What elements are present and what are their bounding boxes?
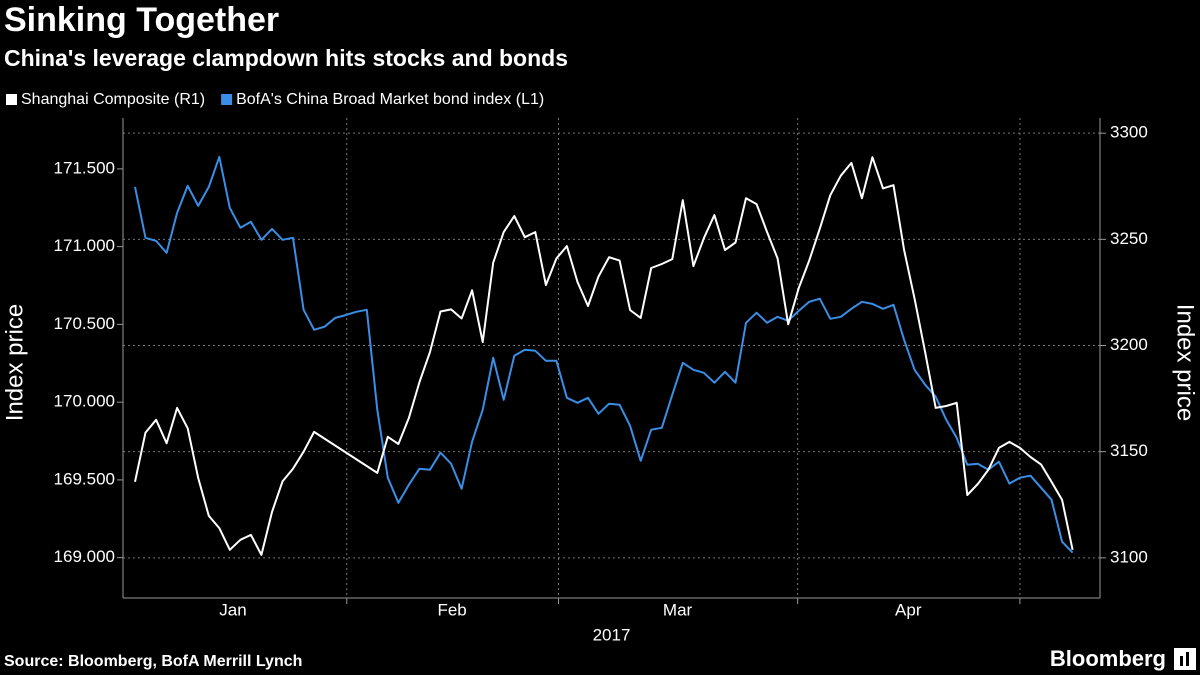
chart-subtitle: China's leverage clampdown hits stocks a… bbox=[4, 45, 568, 71]
y2-tick-label: 3300 bbox=[1110, 123, 1148, 142]
y-tick-label: 170.000 bbox=[54, 392, 115, 411]
x-axis-title: 2017 bbox=[593, 625, 631, 644]
y-tick-label: 171.500 bbox=[54, 158, 115, 177]
legend-swatch bbox=[6, 94, 17, 105]
y-tick-label: 169.000 bbox=[54, 547, 115, 566]
data-line bbox=[134, 156, 1074, 556]
legend-swatch bbox=[221, 94, 233, 105]
x-tick-label: Feb bbox=[437, 600, 466, 619]
source-note: Source: Bloomberg, BofA Merrill Lynch bbox=[4, 653, 302, 670]
y-tick-label: 169.500 bbox=[54, 469, 115, 488]
x-tick-label: Jan bbox=[219, 600, 246, 619]
y2-tick-label: 3100 bbox=[1110, 547, 1148, 566]
x-tick-label: Apr bbox=[895, 600, 922, 619]
y2-tick-label: 3150 bbox=[1110, 441, 1148, 460]
y2-axis-title: Index price bbox=[1172, 304, 1199, 421]
chart-title: Sinking Together bbox=[4, 1, 279, 39]
y-tick-label: 170.500 bbox=[54, 314, 115, 333]
y2-tick-label: 3200 bbox=[1110, 335, 1148, 354]
brand-icon-bar bbox=[1186, 652, 1189, 666]
x-tick-label: Mar bbox=[663, 600, 693, 619]
legend-label: BofA's China Broad Market bond index (L1… bbox=[236, 91, 544, 108]
brand-icon-bar bbox=[1180, 656, 1183, 666]
y-tick-label: 171.000 bbox=[54, 236, 115, 255]
y2-tick-label: 3250 bbox=[1110, 229, 1148, 248]
y-axis-title: Index price bbox=[1, 304, 28, 421]
legend-label: Shanghai Composite (R1) bbox=[21, 91, 205, 108]
brand-logo: Bloomberg bbox=[1050, 646, 1166, 671]
brand-icon bbox=[1174, 648, 1196, 670]
data-line bbox=[134, 155, 1074, 554]
